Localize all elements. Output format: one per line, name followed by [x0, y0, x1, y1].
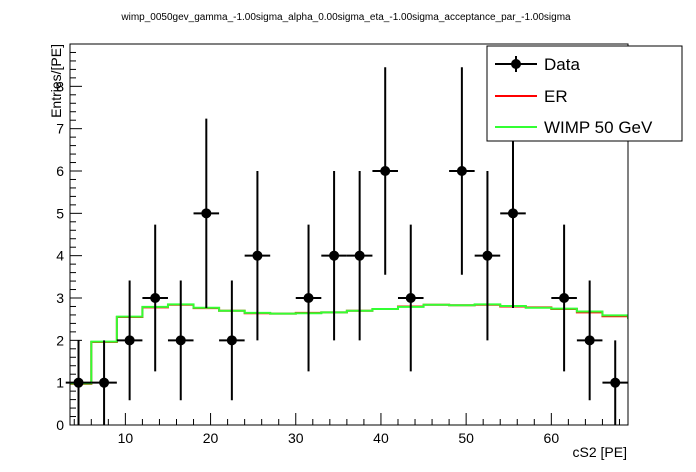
data-marker — [507, 208, 518, 219]
x-tick-label: 40 — [373, 430, 389, 446]
data-point — [551, 224, 577, 372]
data-marker — [380, 166, 391, 176]
data-point — [449, 67, 475, 275]
y-tick-label: 1 — [56, 375, 64, 391]
legend-label: ER — [544, 87, 568, 106]
x-tick-label: 60 — [544, 430, 560, 446]
plot-frame — [69, 43, 629, 426]
x-tick-label: 50 — [458, 430, 474, 446]
y-axis-label: Entries/[PE] — [48, 44, 64, 118]
data-marker — [150, 293, 161, 303]
data-marker — [99, 377, 110, 388]
data-marker — [329, 250, 340, 261]
histogram-er — [70, 303, 628, 385]
data-marker — [584, 335, 595, 346]
data-marker — [175, 335, 186, 346]
data-point — [91, 340, 117, 425]
data-point — [602, 340, 628, 425]
data-point — [219, 280, 245, 401]
data-points-layer — [65, 67, 628, 425]
legend: Data ER WIMP 50 GeV — [486, 45, 683, 142]
data-point — [295, 224, 322, 372]
y-tick-label: 8 — [56, 78, 64, 94]
data-point — [167, 280, 194, 401]
data-marker — [610, 377, 621, 388]
data-point — [397, 224, 424, 372]
data-marker — [559, 293, 570, 303]
x-tick-label: 30 — [288, 430, 304, 446]
legend-entry: ER — [495, 87, 568, 106]
y-tick-label: 5 — [56, 205, 64, 221]
y-tick-label: 2 — [56, 332, 64, 348]
data-point — [346, 171, 373, 341]
data-point — [372, 67, 398, 275]
data-point — [116, 280, 143, 401]
legend-entry: WIMP 50 GeV — [495, 118, 653, 137]
y-tick-label: 3 — [56, 290, 64, 306]
y-tick-label: 6 — [56, 163, 64, 179]
x-tick-label: 20 — [203, 430, 219, 446]
data-point — [576, 280, 603, 401]
data-point — [193, 118, 220, 308]
legend-entry: Data — [495, 55, 580, 74]
data-marker — [201, 208, 212, 219]
data-marker — [354, 250, 365, 261]
data-marker — [252, 250, 263, 261]
data-marker — [226, 335, 237, 346]
data-point — [500, 118, 526, 308]
x-tick-label: 10 — [118, 430, 134, 446]
legend-swatch-marker — [511, 59, 521, 69]
x-axis-label: cS2 [PE] — [573, 444, 627, 460]
data-marker — [124, 335, 135, 346]
y-tick-label: 7 — [56, 121, 64, 137]
data-point — [474, 171, 501, 341]
data-point — [321, 171, 347, 341]
legend-label: Data — [544, 55, 580, 74]
histogram-wimp-50-gev — [70, 303, 628, 385]
data-marker — [303, 293, 314, 303]
axes-layer: 0 1 2 3 4 5 6 7 8 10 20 30 40 50 60 — [56, 43, 620, 446]
data-marker — [482, 250, 493, 261]
y-tick-label: 4 — [56, 248, 64, 264]
chart-title: wimp_0050gev_gamma_-1.00sigma_alpha_0.00… — [120, 12, 571, 23]
series-layer — [70, 303, 628, 385]
data-marker — [405, 293, 416, 303]
data-marker — [456, 166, 467, 176]
y-tick-label: 0 — [56, 417, 64, 433]
legend-label: WIMP 50 GeV — [544, 118, 653, 137]
data-point — [142, 224, 168, 372]
data-point — [244, 171, 271, 341]
